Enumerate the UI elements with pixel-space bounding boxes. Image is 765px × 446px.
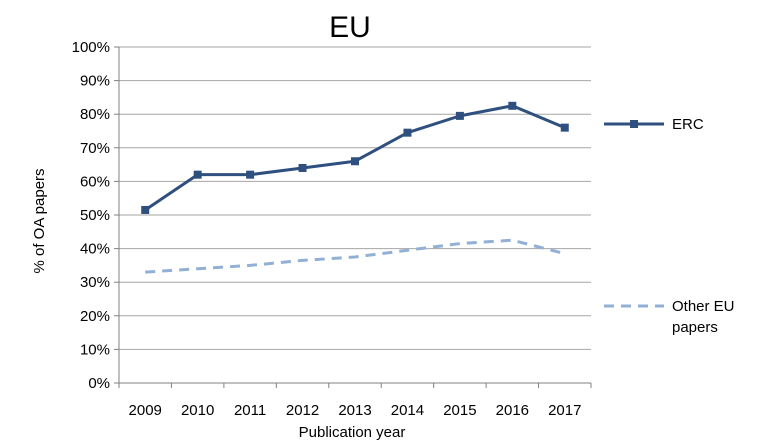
series-line-1 bbox=[145, 238, 566, 274]
x-tick-label: 2010 bbox=[181, 402, 214, 419]
x-axis-ticks: 2009 2010 2011 2012 2013 2014 2015 2016 2017 bbox=[118, 383, 592, 419]
y-tick-label: 0% bbox=[88, 375, 110, 392]
y-tick-label: 40% bbox=[80, 241, 110, 258]
data-point bbox=[141, 205, 150, 214]
y-tick-label: 90% bbox=[80, 73, 110, 90]
legend: ERC Other EU papers bbox=[604, 116, 735, 336]
data-point bbox=[560, 123, 569, 132]
x-axis-label: Publication year bbox=[299, 424, 406, 441]
y-tick-label: 70% bbox=[80, 140, 110, 157]
x-tick-label: 2014 bbox=[391, 402, 424, 419]
x-tick-label: 2009 bbox=[129, 402, 162, 419]
data-point bbox=[193, 170, 202, 179]
data-point bbox=[455, 111, 464, 120]
legend-label-other-eu-line2: papers bbox=[672, 319, 718, 336]
legend-item-other-eu: Other EU papers bbox=[604, 298, 735, 336]
data-point bbox=[351, 157, 359, 166]
x-tick-label: 2011 bbox=[234, 402, 266, 419]
x-tick-label: 2017 bbox=[548, 402, 581, 419]
x-tick-label: 2013 bbox=[338, 402, 371, 419]
x-tick-label: 2015 bbox=[443, 402, 476, 419]
y-tick-label: 60% bbox=[80, 173, 110, 190]
data-point bbox=[298, 163, 307, 172]
legend-item-erc: ERC bbox=[604, 116, 704, 133]
data-point bbox=[508, 101, 517, 110]
gridlines bbox=[119, 46, 591, 350]
y-tick-label: 80% bbox=[80, 106, 110, 123]
data-point bbox=[246, 170, 255, 179]
x-tick-label: 2012 bbox=[286, 402, 319, 419]
data-point bbox=[403, 128, 412, 137]
y-tick-label: 100% bbox=[72, 39, 110, 56]
x-tick-label: 2016 bbox=[496, 402, 529, 419]
y-tick-label: 30% bbox=[80, 274, 110, 291]
series-layer bbox=[141, 101, 569, 274]
y-axis-ticks: 0% 10% 20% 30% 40% 50% 60% 70% 80% 90% 100% bbox=[72, 39, 119, 392]
y-tick-label: 20% bbox=[80, 308, 110, 325]
legend-label-other-eu-line1: Other EU bbox=[672, 298, 735, 315]
y-axis-label: % of OA papers bbox=[31, 168, 48, 273]
y-tick-label: 10% bbox=[80, 341, 110, 358]
legend-label-erc: ERC bbox=[672, 116, 704, 133]
legend-marker-erc bbox=[630, 120, 638, 128]
y-tick-label: 50% bbox=[80, 207, 110, 224]
chart-title: EU bbox=[329, 11, 371, 44]
